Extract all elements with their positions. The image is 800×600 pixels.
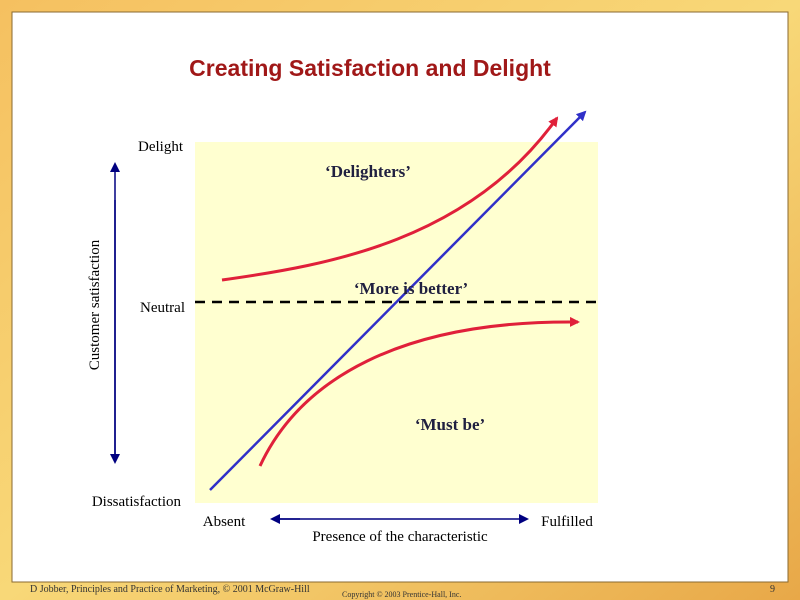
more-is-better-line	[209, 110, 587, 491]
y-top-label: Delight	[138, 139, 184, 155]
x-right-label: Fulfilled	[541, 514, 593, 530]
x-left-label: Absent	[203, 514, 246, 530]
y-middle-label: Neutral	[140, 300, 185, 316]
footer-source: D Jobber, Principles and Practice of Mar…	[30, 584, 310, 595]
y-bottom-label: Dissatisfaction	[92, 494, 182, 510]
title: Creating Satisfaction and Delight	[189, 55, 551, 81]
y-axis-label: Customer satisfaction	[87, 239, 103, 370]
must-be-curve	[258, 316, 580, 467]
footer-copyright: Copyright © 2003 Prentice-Hall, Inc.	[342, 590, 461, 599]
must-be-label: ‘Must be’	[415, 415, 485, 434]
delighters-curve	[221, 116, 559, 282]
page-number: 9	[770, 584, 775, 595]
delighters-label: ‘Delighters’	[325, 162, 411, 181]
x-axis-label: Presence of the characteristic	[312, 529, 488, 545]
more-is-better-label: ‘More is better’	[354, 279, 468, 298]
